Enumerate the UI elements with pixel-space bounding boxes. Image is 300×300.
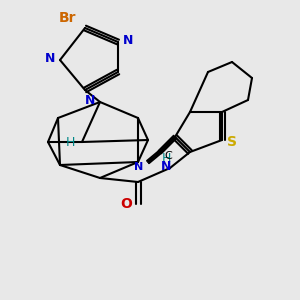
- Text: N: N: [134, 162, 143, 172]
- Text: N: N: [85, 94, 95, 106]
- Text: N: N: [45, 52, 55, 64]
- Text: Br: Br: [58, 11, 76, 25]
- Text: N: N: [161, 160, 171, 172]
- Text: N: N: [123, 34, 133, 46]
- Text: H: H: [161, 152, 171, 164]
- Text: H: H: [65, 136, 75, 148]
- Text: C: C: [164, 151, 172, 161]
- Text: S: S: [227, 135, 237, 149]
- Text: O: O: [120, 197, 132, 211]
